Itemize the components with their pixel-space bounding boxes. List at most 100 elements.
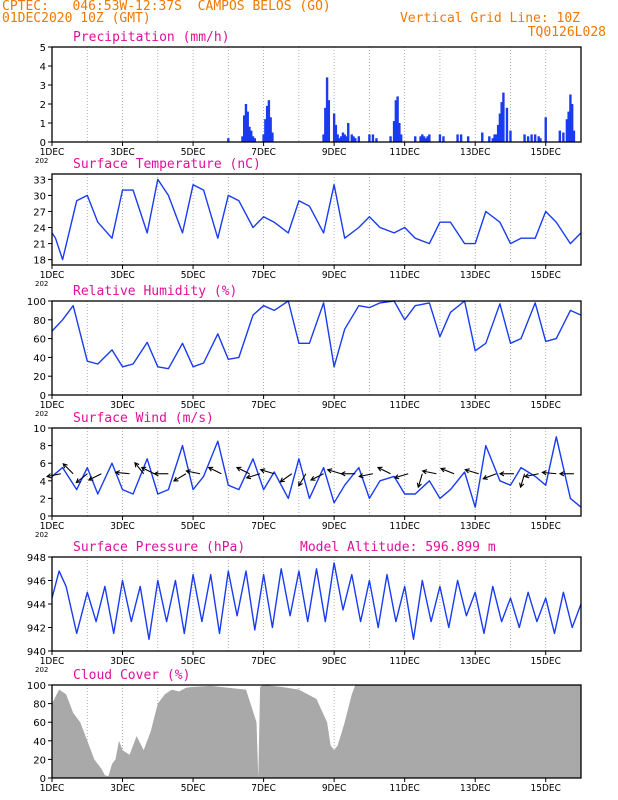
precip-bar <box>491 138 495 142</box>
wind-arrowhead <box>140 466 147 472</box>
series-line <box>51 562 582 640</box>
wind-arrow <box>327 469 342 475</box>
precip-bar <box>389 136 392 142</box>
x-tick-label: 5DEC <box>181 783 206 794</box>
y-tick-label: 0 <box>40 138 46 149</box>
panel-frame <box>51 46 582 143</box>
panel-title: Cloud Cover (%) <box>73 668 190 683</box>
wind-arrow <box>236 467 250 475</box>
precip-bar <box>572 130 576 142</box>
wind-arrowhead <box>377 466 383 472</box>
x-tick-label: 15DEC <box>531 400 561 411</box>
year-label: 202 <box>35 410 48 418</box>
wind-arrow <box>440 468 455 475</box>
precip-bar <box>352 136 355 142</box>
wind-arrowhead <box>519 482 525 489</box>
precip-bar <box>347 123 350 142</box>
precip-bar <box>500 102 503 142</box>
y-tick-label: 8 <box>40 442 46 453</box>
x-tick-label: 13DEC <box>460 783 490 794</box>
y-tick-label: 2 <box>40 494 46 505</box>
x-tick-label: 15DEC <box>531 656 561 667</box>
x-tick-label: 5DEC <box>181 147 206 158</box>
wind-arrow <box>246 473 261 479</box>
wind-arrowhead <box>207 466 214 472</box>
y-tick-label: 27 <box>33 207 46 218</box>
precip-bar <box>322 134 325 142</box>
x-tick-label: 5DEC <box>181 521 206 532</box>
wind-arrowhead <box>279 477 285 483</box>
x-tick-label: 3DEC <box>110 783 135 794</box>
x-tick-label: 15DEC <box>531 783 561 794</box>
panel-title: Surface Wind (m/s) <box>73 411 214 426</box>
precip-bar <box>558 130 562 142</box>
precip-bar <box>332 113 336 142</box>
precip-bar <box>327 100 331 142</box>
precip-bar <box>368 134 371 142</box>
panel-0: 0 1 2 3 4 5 1DEC 3DEC 5DEC 7DEC 9DEC 11DEC 13DEC 15DE… <box>35 30 582 165</box>
y-tick-label: 944 <box>27 600 46 611</box>
y-tick-label: 5 <box>40 43 46 54</box>
precip-bar <box>442 136 445 142</box>
precip-bar <box>334 124 338 142</box>
wind-arrowhead <box>185 469 191 475</box>
precip-bar <box>267 100 271 142</box>
precip-bar <box>269 117 272 142</box>
wind-arrow <box>186 470 201 475</box>
x-tick-label: 13DEC <box>460 656 490 667</box>
wind-arrowhead <box>62 463 68 469</box>
precip-bar <box>262 134 265 142</box>
y-tick-label: 40 <box>33 353 46 364</box>
wind-arrowhead <box>340 471 346 477</box>
precip-bar <box>428 134 431 142</box>
precip-bar <box>339 136 343 142</box>
year-label: 202 <box>35 157 48 165</box>
wind-arrowhead <box>523 473 530 479</box>
panel-title: Precipitation (mm/h) <box>73 30 230 45</box>
year-label: 202 <box>35 666 48 674</box>
wind-arrowhead <box>464 468 470 474</box>
wind-arrowhead <box>245 474 252 480</box>
panel-title: Relative Humidity (%) <box>73 284 237 299</box>
y-tick-label: 100 <box>27 681 46 692</box>
y-tick-label: 946 <box>27 577 46 588</box>
precip-bar <box>375 138 378 142</box>
wind-arrow <box>46 473 61 478</box>
series-line <box>51 436 582 508</box>
y-tick-label: 0 <box>40 774 46 785</box>
precip-bar <box>271 132 274 142</box>
y-tick-label: 1 <box>40 119 46 130</box>
wind-arrow <box>422 470 437 475</box>
x-tick-label: 1DEC <box>40 400 65 411</box>
wind-arrow <box>377 467 391 475</box>
wind-arrowhead <box>358 473 364 479</box>
wind-arrow <box>542 471 557 475</box>
x-tick-label: 7DEC <box>251 656 276 667</box>
precip-bar <box>419 136 422 142</box>
wind-arrowhead <box>173 476 179 482</box>
wind-arrowhead <box>235 466 242 472</box>
precip-bar <box>394 100 398 142</box>
panel-1: 18 21 24 27 30 33 1DEC 3DEC 5DEC 7DEC 9DEC 11DEC 13D… <box>33 157 582 288</box>
panel-2: 0 20 40 60 80 100 1DEC 3DEC 5DEC 7DEC 9DEC 11DEC 13D… <box>27 284 582 418</box>
wind-arrow <box>134 462 145 475</box>
panel-frame <box>51 684 582 779</box>
x-tick-label: 5DEC <box>181 270 206 281</box>
y-tick-label: 940 <box>27 647 46 658</box>
x-tick-label: 15DEC <box>531 270 561 281</box>
y-tick-label: 40 <box>33 737 46 748</box>
y-tick-label: 942 <box>27 624 46 635</box>
precip-bar <box>396 96 399 142</box>
wind-arrow <box>520 473 526 488</box>
x-tick-label: 9DEC <box>322 656 347 667</box>
precip-bar <box>459 134 463 142</box>
y-tick-label: 33 <box>33 175 46 186</box>
x-tick-label: 1DEC <box>40 147 65 158</box>
precip-bar <box>481 132 484 142</box>
y-tick-label: 0 <box>40 512 46 523</box>
precip-bar <box>539 138 542 142</box>
x-tick-label: 3DEC <box>110 270 135 281</box>
wind-arrowhead <box>153 471 159 477</box>
y-tick-label: 80 <box>33 700 46 711</box>
x-tick-label: 1DEC <box>40 521 65 532</box>
